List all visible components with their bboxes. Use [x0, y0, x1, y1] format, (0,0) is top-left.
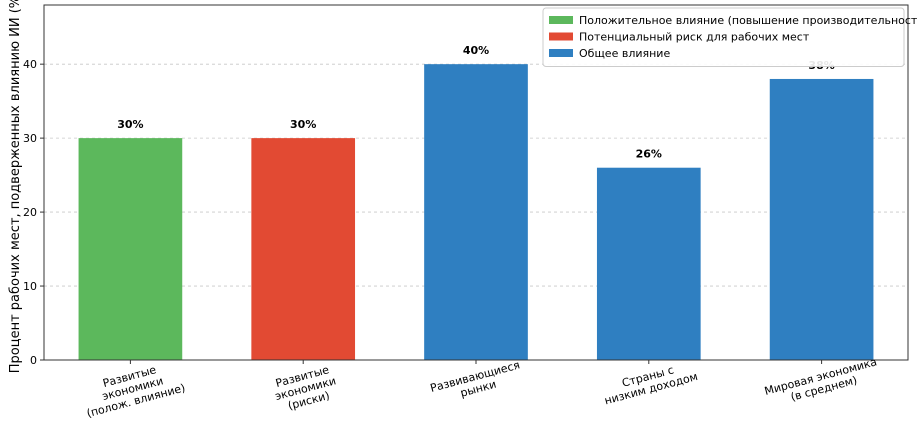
x-tick-label: Мировая экономика(в среднем) [763, 355, 878, 403]
y-axis-label: Процент рабочих мест, подверженных влиян… [8, 0, 23, 373]
bar [78, 138, 183, 360]
legend-swatch [549, 16, 573, 24]
bar-value-label: 30% [290, 118, 316, 131]
bar-value-label: 26% [636, 148, 662, 161]
bar [769, 78, 874, 360]
y-tick-label: 40 [23, 58, 37, 71]
bar [596, 167, 701, 360]
bar-value-label: 40% [463, 44, 489, 57]
bars: 30%30%40%26%38% [78, 44, 874, 361]
bar [251, 138, 356, 360]
legend-swatch [549, 32, 573, 41]
bar-value-label: 30% [117, 118, 143, 131]
y-tick-label: 10 [23, 280, 37, 293]
legend-swatch [549, 49, 573, 57]
bar [424, 64, 528, 361]
y-tick-label: 0 [30, 354, 37, 367]
legend-label: Общее влияние [579, 47, 670, 60]
legend-label: Потенциальный риск для рабочих мест [579, 31, 810, 44]
y-tick-label: 20 [23, 206, 37, 219]
legend: Положительное влияние (повышение произво… [542, 7, 917, 67]
y-tick-label: 30 [23, 132, 37, 145]
legend-box [542, 7, 905, 67]
y-axis: 0 10 20 30 40 [23, 58, 44, 367]
legend-label: Положительное влияние (повышение произво… [579, 14, 917, 27]
